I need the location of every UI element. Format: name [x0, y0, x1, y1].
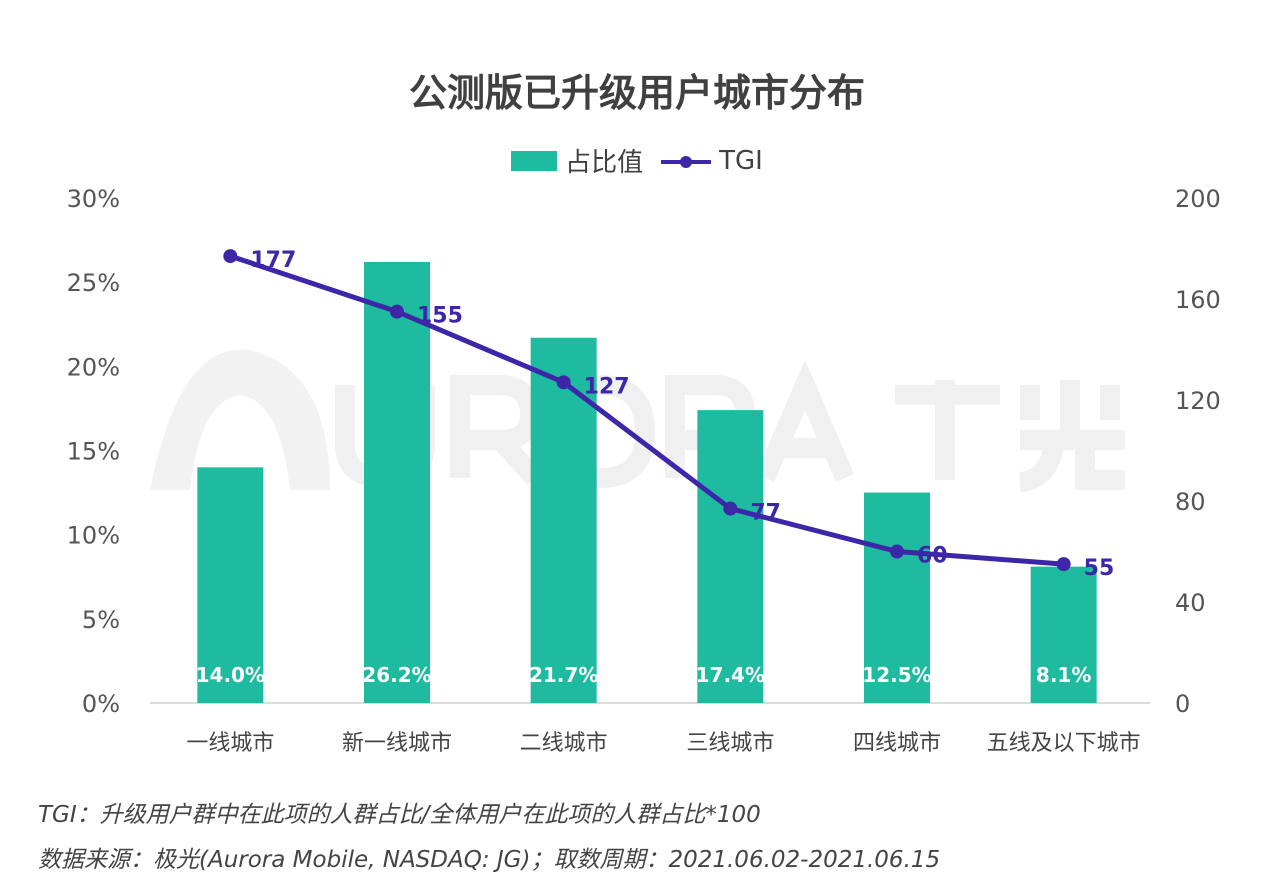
bar — [364, 261, 430, 703]
y-right-tick-label: 200 — [1175, 185, 1221, 213]
y-right-tick-label: 0 — [1175, 690, 1190, 718]
tgi-line — [229, 253, 1064, 567]
legend-item-bar: 占比值 — [511, 142, 643, 179]
tgi-point — [223, 249, 238, 264]
x-tick-label: 三线城市 — [686, 731, 774, 756]
y-left-tick-label: 25% — [67, 269, 120, 297]
tgi-data-label: 177 — [250, 248, 296, 273]
logo-watermark-icon — [150, 349, 330, 490]
bar — [864, 492, 930, 703]
tgi-data-label: 155 — [417, 304, 463, 329]
x-tick-label: 五线及以下城市 — [987, 731, 1141, 756]
legend: 占比值 TGI — [0, 142, 1274, 179]
bar-data-label: 8.1% — [1036, 663, 1091, 687]
tgi-data-label: 55 — [1084, 556, 1115, 581]
y-right-tick-label: 40 — [1175, 589, 1206, 617]
bar-data-label: 14.0% — [196, 663, 265, 687]
legend-label-bar: 占比值 — [565, 148, 644, 178]
y-left-tick-label: 30% — [67, 185, 120, 213]
bar-data-label: 12.5% — [862, 663, 931, 687]
tgi-point — [1056, 557, 1071, 572]
x-tick-label: 新一线城市 — [342, 731, 452, 756]
bar — [197, 467, 264, 703]
y-right-tick-label: 120 — [1175, 387, 1221, 415]
bar-data-label: 26.2% — [362, 663, 431, 687]
legend-label-line: TGI — [719, 145, 763, 176]
y-left-tick-label: 15% — [67, 438, 120, 466]
chart-title: 公测版已升级用户城市分布 — [408, 71, 865, 115]
tgi-point — [890, 544, 904, 559]
tgi-data-label: 77 — [750, 501, 781, 526]
y-left-tick-label: 20% — [67, 353, 120, 381]
tgi-point — [723, 501, 738, 516]
legend-item-line: TGI — [661, 146, 763, 176]
source-note: 数据来源：极光(Aurora Mobile, NASDAQ: JG)；取数周期：… — [38, 847, 941, 873]
tgi-data-label: 60 — [917, 544, 948, 569]
y-right-tick-label: 160 — [1175, 286, 1221, 314]
tgi-note: TGI：升级用户群中在此项的人群占比/全体用户在此项的人群占比*100 — [38, 802, 761, 828]
bar — [1030, 566, 1097, 703]
bar — [697, 410, 764, 703]
x-tick-label: 一线城市 — [186, 731, 274, 756]
tgi-data-label: 127 — [584, 374, 630, 399]
y-right-tick-label: 80 — [1175, 488, 1206, 516]
y-left-tick-label: 5% — [82, 606, 120, 634]
bar-data-label: 17.4% — [696, 663, 765, 687]
x-tick-label: 四线城市 — [853, 731, 941, 756]
tgi-point — [390, 304, 404, 319]
y-left-tick-label: 0% — [82, 690, 120, 718]
bar-data-label: 21.7% — [529, 663, 598, 687]
legend-swatch-line — [661, 151, 712, 171]
legend-swatch-bar — [511, 150, 558, 171]
tgi-point — [556, 375, 571, 390]
y-left-tick-label: 10% — [67, 522, 120, 550]
x-tick-label: 二线城市 — [520, 731, 608, 756]
